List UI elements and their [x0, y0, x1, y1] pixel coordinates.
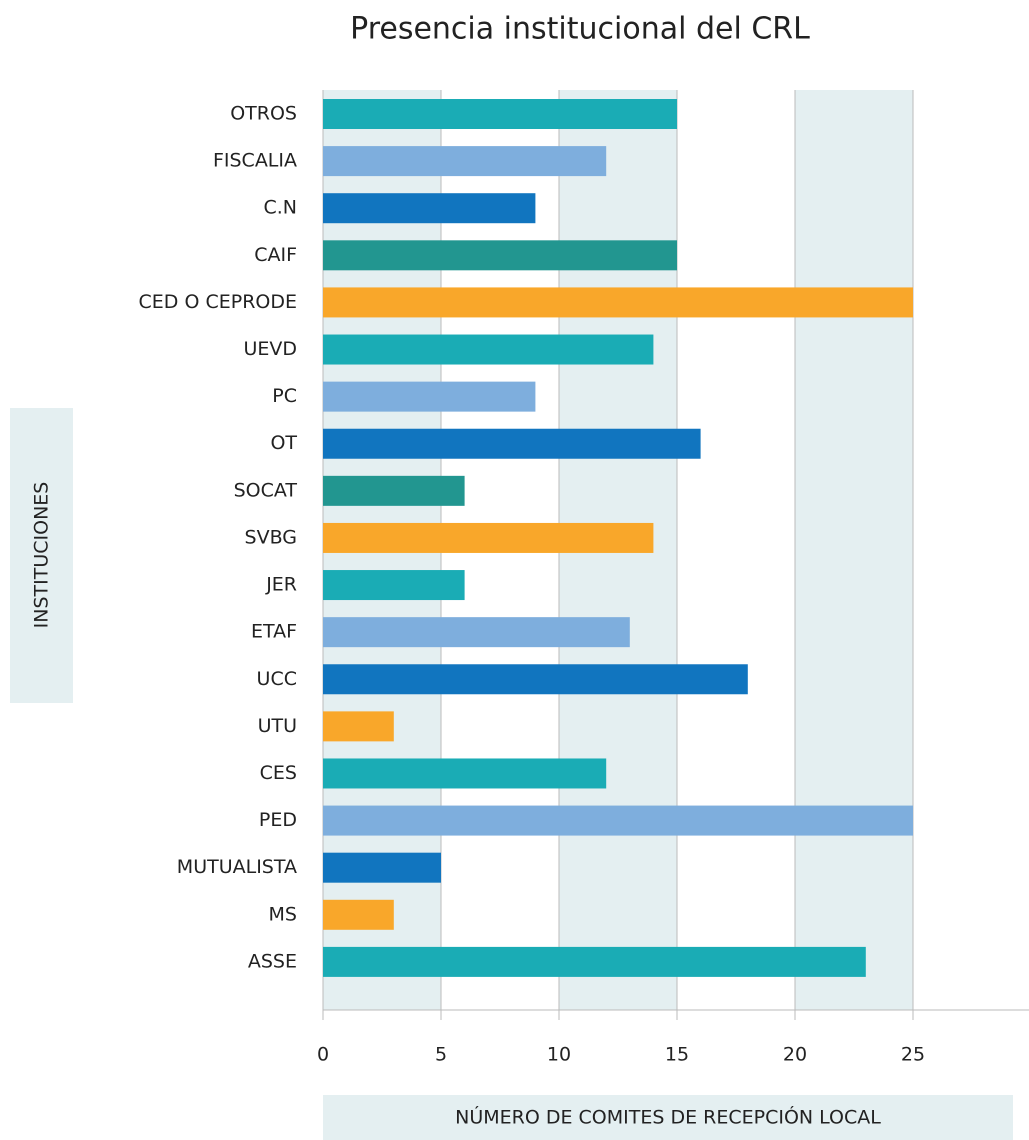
x-label-box	[323, 1095, 1013, 1140]
bar	[323, 570, 465, 601]
bar	[323, 946, 866, 977]
y-tick-label: UCC	[257, 668, 297, 690]
y-tick-label: CED O CEPRODE	[139, 291, 297, 313]
x-tick-label: 20	[783, 1044, 807, 1066]
bar	[323, 805, 913, 836]
y-tick-label: ETAF	[251, 621, 297, 643]
y-tick-label: UEVD	[243, 338, 297, 360]
y-axis-label: INSTITUCIONES	[31, 482, 53, 629]
x-tick-label: 15	[665, 1044, 689, 1066]
y-tick-label: UTU	[258, 715, 297, 737]
x-tick-label: 0	[317, 1044, 329, 1066]
bar	[323, 99, 677, 129]
y-tick-label: PED	[259, 809, 297, 831]
bar	[323, 381, 536, 412]
bar	[323, 146, 607, 177]
y-tick-label: OTROS	[230, 103, 297, 125]
y-tick-label: CES	[260, 762, 297, 784]
bar	[323, 758, 607, 789]
bar	[323, 711, 394, 742]
bar	[323, 334, 654, 365]
bar	[323, 240, 677, 271]
chart-title: Presencia institucional del CRL	[350, 12, 810, 47]
bar	[323, 852, 441, 883]
bar	[323, 899, 394, 930]
x-tick-label: 5	[435, 1044, 447, 1066]
x-tick-label: 10	[547, 1044, 571, 1066]
y-tick-label: JER	[265, 574, 297, 596]
y-tick-label: SVBG	[245, 526, 297, 548]
x-tick-label: 25	[901, 1044, 925, 1066]
y-tick-label: ASSE	[248, 950, 297, 972]
bar	[323, 522, 654, 553]
y-tick-label: C.N	[263, 197, 297, 219]
bar	[323, 428, 701, 459]
y-label-box	[10, 408, 73, 703]
y-tick-label: FISCALIA	[213, 150, 297, 172]
y-tick-label: OT	[270, 432, 297, 454]
bar	[323, 193, 536, 224]
bar	[323, 617, 630, 648]
y-tick-label: MUTUALISTA	[177, 856, 297, 878]
bar	[323, 287, 913, 318]
y-tick-label: MS	[269, 903, 297, 925]
x-axis-label: NÚMERO DE COMITES DE RECEPCIÓN LOCAL	[455, 1105, 881, 1129]
bar	[323, 664, 748, 695]
band	[795, 90, 913, 1010]
y-tick-label: CAIF	[254, 244, 297, 266]
bar	[323, 475, 465, 506]
y-tick-label: SOCAT	[234, 479, 298, 501]
y-tick-label: PC	[272, 385, 297, 407]
